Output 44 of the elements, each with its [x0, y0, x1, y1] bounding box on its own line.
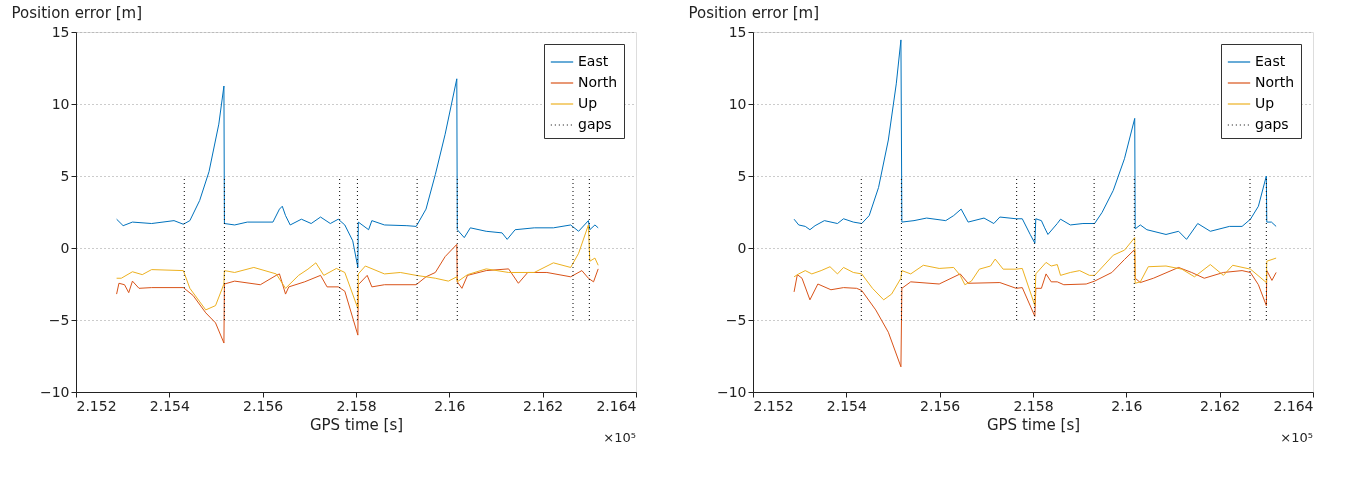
text: ×10⁵ — [603, 430, 636, 445]
legend-label: East — [1255, 53, 1286, 69]
x-tick-label: 2.156 — [243, 397, 284, 414]
x-tick-label: 2.158 — [1013, 397, 1054, 414]
legend-label: Up — [1255, 95, 1275, 111]
legend-label: gaps — [578, 116, 612, 132]
y-tick-label: 15 — [51, 23, 70, 40]
y-tick-label: −5 — [725, 311, 747, 328]
x-tick-label: 2.164 — [1273, 397, 1314, 414]
x-axis-title: GPS time [s] — [986, 415, 1081, 434]
legend-label: Up — [578, 95, 598, 111]
y-tick-label: 5 — [60, 167, 70, 184]
y-tick-label: 15 — [728, 23, 747, 40]
legend-label: North — [1255, 74, 1295, 90]
y-tick-label: −10 — [39, 383, 70, 400]
x-tick-label: 2.164 — [596, 397, 637, 414]
y-tick-label: 10 — [728, 95, 747, 112]
y-tick-label: 10 — [51, 95, 70, 112]
x-tick-label: 2.154 — [826, 397, 867, 414]
y-tick-label: 0 — [60, 239, 70, 256]
legend-label: gaps — [1255, 116, 1289, 132]
x-tick-label: 2.158 — [336, 397, 377, 414]
line-series — [793, 248, 1277, 368]
line-series — [116, 224, 599, 311]
x-tick-label: 2.152 — [76, 397, 117, 414]
x-axis-title: GPS time [s] — [309, 415, 404, 434]
y-tick-label: −5 — [48, 311, 70, 328]
line-series — [116, 243, 599, 344]
line-series — [793, 237, 1277, 307]
text: ×10⁵ — [1280, 430, 1313, 445]
y-tick-label: 0 — [737, 239, 747, 256]
y-tick-label: −10 — [716, 383, 747, 400]
y-tick-label: 5 — [737, 167, 747, 184]
x-tick-label: 2.16 — [1111, 397, 1143, 414]
chart-title: Position error [m] — [11, 4, 143, 22]
x-tick-label: 2.154 — [149, 397, 190, 414]
x-tick-label: 2.152 — [753, 397, 794, 414]
x-tick-label: 2.162 — [1200, 397, 1241, 414]
legend-label: North — [578, 74, 618, 90]
x-tick-label: 2.156 — [920, 397, 961, 414]
legend-label: East — [578, 53, 609, 69]
x-tick-label: 2.16 — [434, 397, 466, 414]
chart-title: Position error [m] — [688, 4, 820, 22]
x-tick-label: 2.162 — [523, 397, 564, 414]
